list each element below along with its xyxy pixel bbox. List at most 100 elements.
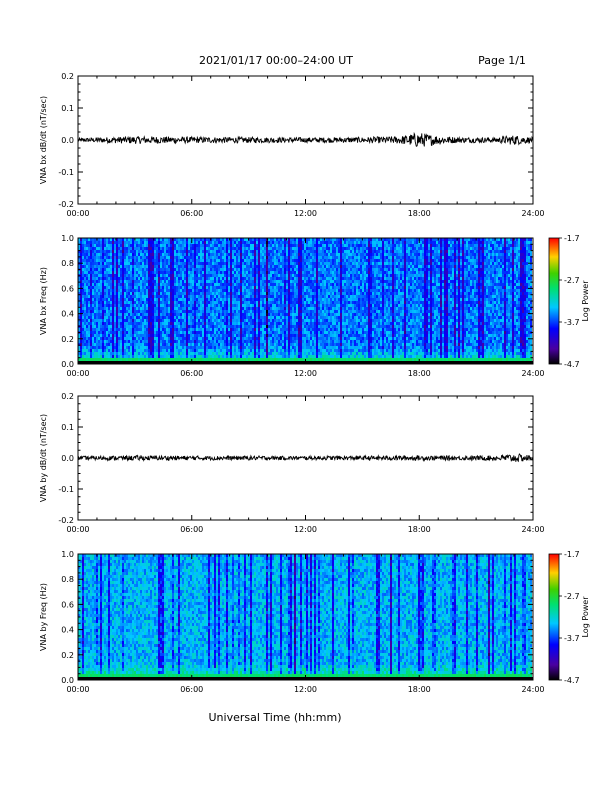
bx-spec-cell — [106, 244, 108, 247]
bx-spec-cell — [284, 358, 286, 361]
bx-spec-cell — [174, 289, 176, 292]
bx-spec-cell — [130, 292, 132, 295]
bx-spec-cell — [240, 298, 242, 301]
bx-spec-cell — [154, 289, 156, 292]
bx-spec-cell — [166, 298, 168, 301]
bx-spec-cell — [134, 247, 136, 250]
bx-spec-cell — [274, 301, 276, 304]
bx-spec-cell — [170, 265, 172, 268]
bx-spec-cell — [226, 328, 228, 331]
bx-spec-cell — [234, 250, 236, 253]
bx-spec-cell — [188, 346, 190, 349]
bx-spec-cell — [198, 325, 200, 328]
bx-spec-cell — [88, 322, 90, 325]
bx-spec-cell — [114, 298, 116, 301]
bx-spec-cell — [158, 331, 160, 334]
bx-spec-cell — [166, 349, 168, 352]
bx-spec-cell — [290, 334, 292, 337]
bx-spec-cell — [224, 247, 226, 250]
bx-spec-cell — [204, 358, 206, 361]
bx-spec-cell — [204, 286, 206, 289]
bx-spec-cell — [194, 322, 196, 325]
bx-spec-cell — [182, 346, 184, 349]
bx-spec-cell — [276, 289, 278, 292]
bx-spec-cell — [246, 238, 248, 241]
bx-spec-cell — [260, 325, 262, 328]
bx-spec-cell — [264, 250, 266, 253]
bx-spec-cell — [110, 244, 112, 247]
bx-spec-cell — [242, 286, 244, 289]
bx-spec-cell — [302, 340, 304, 343]
bx-spec-cell — [150, 319, 152, 322]
bx-spec-cell — [104, 334, 106, 337]
bx-spec-cell — [192, 262, 194, 265]
bx-spec-cell — [292, 334, 294, 337]
bx-spec-cell — [308, 310, 310, 313]
bx-spec-cell — [146, 298, 148, 301]
bx-spec-cell — [230, 295, 232, 298]
bx-spec-cell — [122, 241, 124, 244]
bx-spec-cell — [192, 295, 194, 298]
bx-spec-cell — [302, 346, 304, 349]
bx-spec-cell — [248, 250, 250, 253]
bx-spec-cell — [130, 298, 132, 301]
bx-spec-cell — [86, 238, 88, 241]
bx-spec-cell — [142, 319, 144, 322]
bx-spec-cell — [192, 358, 194, 361]
bx-spec-cell — [232, 274, 234, 277]
bx-spec-cell — [282, 241, 284, 244]
bx-spec-cell — [156, 262, 158, 265]
bx-spec-cell — [88, 355, 90, 358]
bx-spec-cell — [124, 271, 126, 274]
bx-spec-cell — [178, 262, 180, 265]
bx-spec-cell — [148, 313, 150, 316]
bx-spec-cell — [290, 349, 292, 352]
bx-spec-cell — [284, 298, 286, 301]
bx-spec-cell — [142, 301, 144, 304]
bx-spec-cell — [238, 277, 240, 280]
bx-spec-cell — [262, 307, 264, 310]
bx-spec-cell — [220, 343, 222, 346]
bx-spec-cell — [274, 310, 276, 313]
bx-spec-cell — [260, 247, 262, 250]
bx-spec-cell — [158, 340, 160, 343]
bx-spec-cell — [174, 241, 176, 244]
bx-spec-cell — [150, 250, 152, 253]
bx-spec-cell — [128, 334, 130, 337]
bx-spec-cell — [270, 340, 272, 343]
bx-spec-cell — [140, 319, 142, 322]
bx-spec-cell — [272, 244, 274, 247]
bx-spec-cell — [290, 298, 292, 301]
bx-spec-cell — [212, 259, 214, 262]
bx-spec-cell — [82, 313, 84, 316]
bx-spec-cell — [112, 343, 114, 346]
bx-spec-cell — [182, 265, 184, 268]
bx-spec-cell — [116, 322, 118, 325]
bx-spec-cell — [250, 319, 252, 322]
bx-spec-cell — [102, 256, 104, 259]
bx-spec-cell — [82, 292, 84, 295]
bx-spec-cell — [188, 241, 190, 244]
bx-spec-cell — [180, 268, 182, 271]
bx-spec-cell — [98, 328, 100, 331]
bx-spec-cell — [172, 307, 174, 310]
bx-spec-cell — [80, 277, 82, 280]
bx-spec-cell — [80, 313, 82, 316]
bx-spec-cell — [224, 340, 226, 343]
bx-spec-cell — [86, 265, 88, 268]
bx-spec-cell — [104, 328, 106, 331]
bx-spec-cell — [150, 262, 152, 265]
bx-spec-cell — [248, 352, 250, 355]
bx-spec-cell — [86, 352, 88, 355]
bx-spec-cell — [96, 265, 98, 268]
bx-spec-cell — [132, 295, 134, 298]
bx-spec-cell — [288, 274, 290, 277]
bx-spec-cell — [106, 316, 108, 319]
bx-spec-cell — [246, 268, 248, 271]
bx-spec-cell — [306, 352, 308, 355]
bx-spec-cell — [294, 256, 296, 259]
bx-spec-cell — [304, 319, 306, 322]
bx-spec-cell — [236, 346, 238, 349]
bx-spec-cell — [138, 250, 140, 253]
bx-spec-cell — [96, 256, 98, 259]
